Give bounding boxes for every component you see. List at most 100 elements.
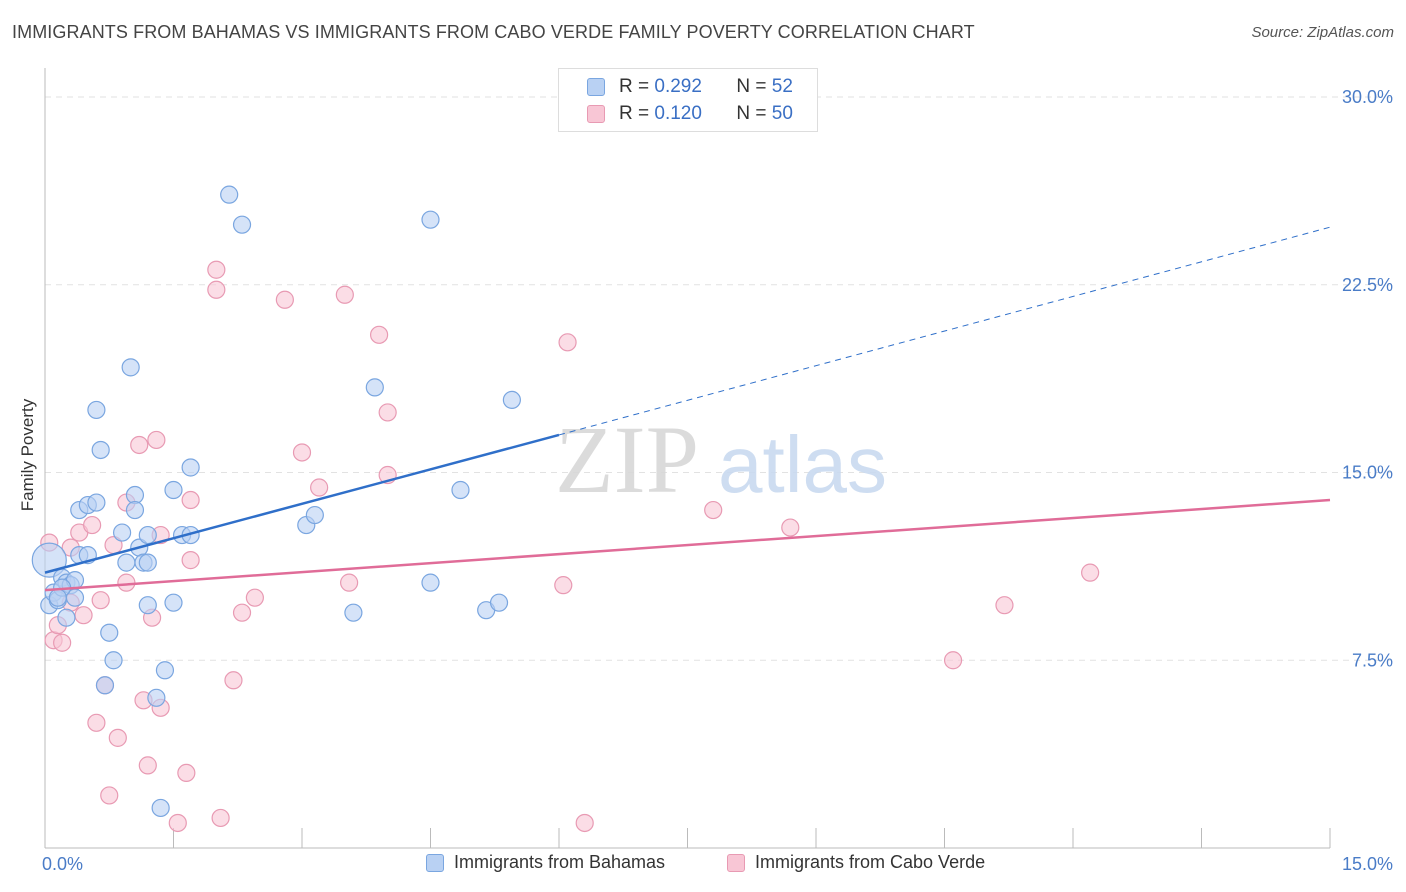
bahamas-point (164, 480, 183, 500)
cabo-verde-points (40, 260, 1100, 833)
correlation-legend: R = 0.292 N = 52 R = 0.120 N = 50 (558, 68, 818, 132)
bahamas-point (138, 596, 157, 615)
bahamas-point (147, 688, 166, 707)
cabo-verde-point (147, 430, 166, 450)
bahamas-point (48, 588, 67, 607)
bahamas-point (100, 623, 119, 642)
cabo-verde-trend-line (44, 498, 1331, 592)
bahamas-point (87, 493, 106, 512)
bahamas-swatch (587, 78, 605, 96)
x-tick-label: 0.0% (42, 854, 83, 874)
grid-lines (45, 96, 1392, 661)
legend-r-value: 0.120 (654, 103, 702, 124)
bahamas-point (344, 603, 363, 622)
cabo-verde-point (292, 443, 312, 462)
bahamas-point (125, 500, 145, 520)
bahamas-swatch (426, 853, 444, 872)
cabo-verde-point (53, 633, 72, 652)
bahamas-point (104, 651, 123, 670)
bahamas-point (95, 676, 115, 695)
legend-n-label: N = (736, 103, 767, 124)
bahamas-point (151, 798, 170, 818)
cabo-verde-point (558, 333, 577, 352)
cabo-verde-point (781, 518, 800, 537)
bahamas-point (117, 553, 136, 572)
bahamas-point (112, 523, 132, 542)
bahamas-point (87, 400, 106, 420)
cabo-verde-point (995, 596, 1014, 615)
source-credit: Source: ZipAtlas.com (1251, 24, 1394, 41)
cabo-verde-point (168, 813, 187, 833)
cabo-verde-point (181, 551, 200, 570)
cabo-verde-point (87, 713, 106, 732)
bahamas-point (164, 593, 183, 612)
bahamas-point (220, 185, 239, 204)
legend-r-label: R = (619, 76, 650, 97)
cabo-verde-point (335, 285, 354, 304)
cabo-verde-swatch (727, 853, 745, 872)
cabo-verde-point (207, 280, 226, 299)
axes (44, 68, 1331, 849)
legend-n-value: 52 (771, 76, 793, 97)
bahamas-point (91, 440, 110, 460)
watermark-atlas: atlas (718, 420, 887, 509)
bahamas-point (421, 210, 440, 229)
y-tick-label: 22.5% (1342, 275, 1393, 295)
cabo-verde-point (310, 478, 329, 497)
cabo-verde-point (83, 515, 102, 535)
y-tick-label: 15.0% (1342, 463, 1393, 483)
bahamas-point (232, 215, 252, 234)
y-tick-label: 7.5% (1352, 650, 1393, 670)
cabo-verde-point (130, 435, 149, 455)
bahamas-points (31, 185, 521, 818)
cabo-verde-point (245, 588, 264, 607)
bahamas-point (421, 573, 440, 592)
trend-lines (44, 226, 1331, 592)
cabo-verde-point (370, 325, 389, 344)
cabo-verde-point (575, 813, 594, 833)
bahamas-point (305, 505, 324, 525)
cabo-verde-swatch (587, 105, 605, 123)
cabo-verde-point (177, 763, 196, 783)
cabo-verde-point (211, 808, 230, 828)
cabo-verde-point (117, 573, 136, 592)
bahamas-point (489, 593, 509, 612)
legend-n-value: 50 (771, 103, 793, 124)
bahamas-point (451, 480, 470, 500)
cabo-verde-point (943, 651, 963, 670)
bahamas-point (155, 661, 175, 680)
bottom-legend-bahamas-label: Immigrants from Bahamas (454, 852, 666, 872)
cabo-verde-point (74, 606, 93, 625)
legend-r-value: 0.292 (654, 76, 702, 97)
cabo-verde-point (275, 290, 294, 309)
tick-labels: 7.5% 15.0% 22.5% 30.0% 0.0% 15.0% (42, 87, 1393, 874)
cabo-verde-point (207, 260, 226, 279)
x-tick-label: 15.0% (1342, 854, 1393, 874)
cabo-verde-point (1081, 563, 1100, 582)
bottom-legend-bahamas: Immigrants from Bahamas (426, 852, 665, 873)
bahamas-point (181, 458, 200, 477)
bottom-legend-cabo-verde-label: Immigrants from Cabo Verde (755, 852, 986, 872)
cabo-verde-point (108, 728, 127, 747)
watermark: ZIP atlas (555, 406, 887, 513)
cabo-verde-point (181, 490, 200, 510)
bahamas-point (365, 378, 384, 397)
bahamas-point (121, 358, 140, 377)
legend-row-cabo-verde: R = 0.120 N = 50 (587, 102, 793, 126)
bahamas-point (138, 553, 157, 572)
bahamas-trend-extension (558, 226, 1331, 436)
cabo-verde-point (100, 786, 119, 805)
cabo-verde-point (91, 591, 110, 610)
bahamas-point (138, 525, 157, 545)
bahamas-trend-line (44, 433, 560, 574)
cabo-verde-point (340, 573, 359, 592)
cabo-verde-point (138, 756, 157, 775)
cabo-verde-point (704, 500, 723, 520)
bahamas-point (57, 608, 76, 627)
bottom-legend-cabo-verde: Immigrants from Cabo Verde (727, 852, 985, 873)
cabo-verde-point (224, 671, 243, 690)
y-tick-label: 30.0% (1342, 87, 1393, 107)
cabo-verde-point (554, 576, 573, 595)
y-axis-label: Family Poverty (18, 398, 37, 511)
